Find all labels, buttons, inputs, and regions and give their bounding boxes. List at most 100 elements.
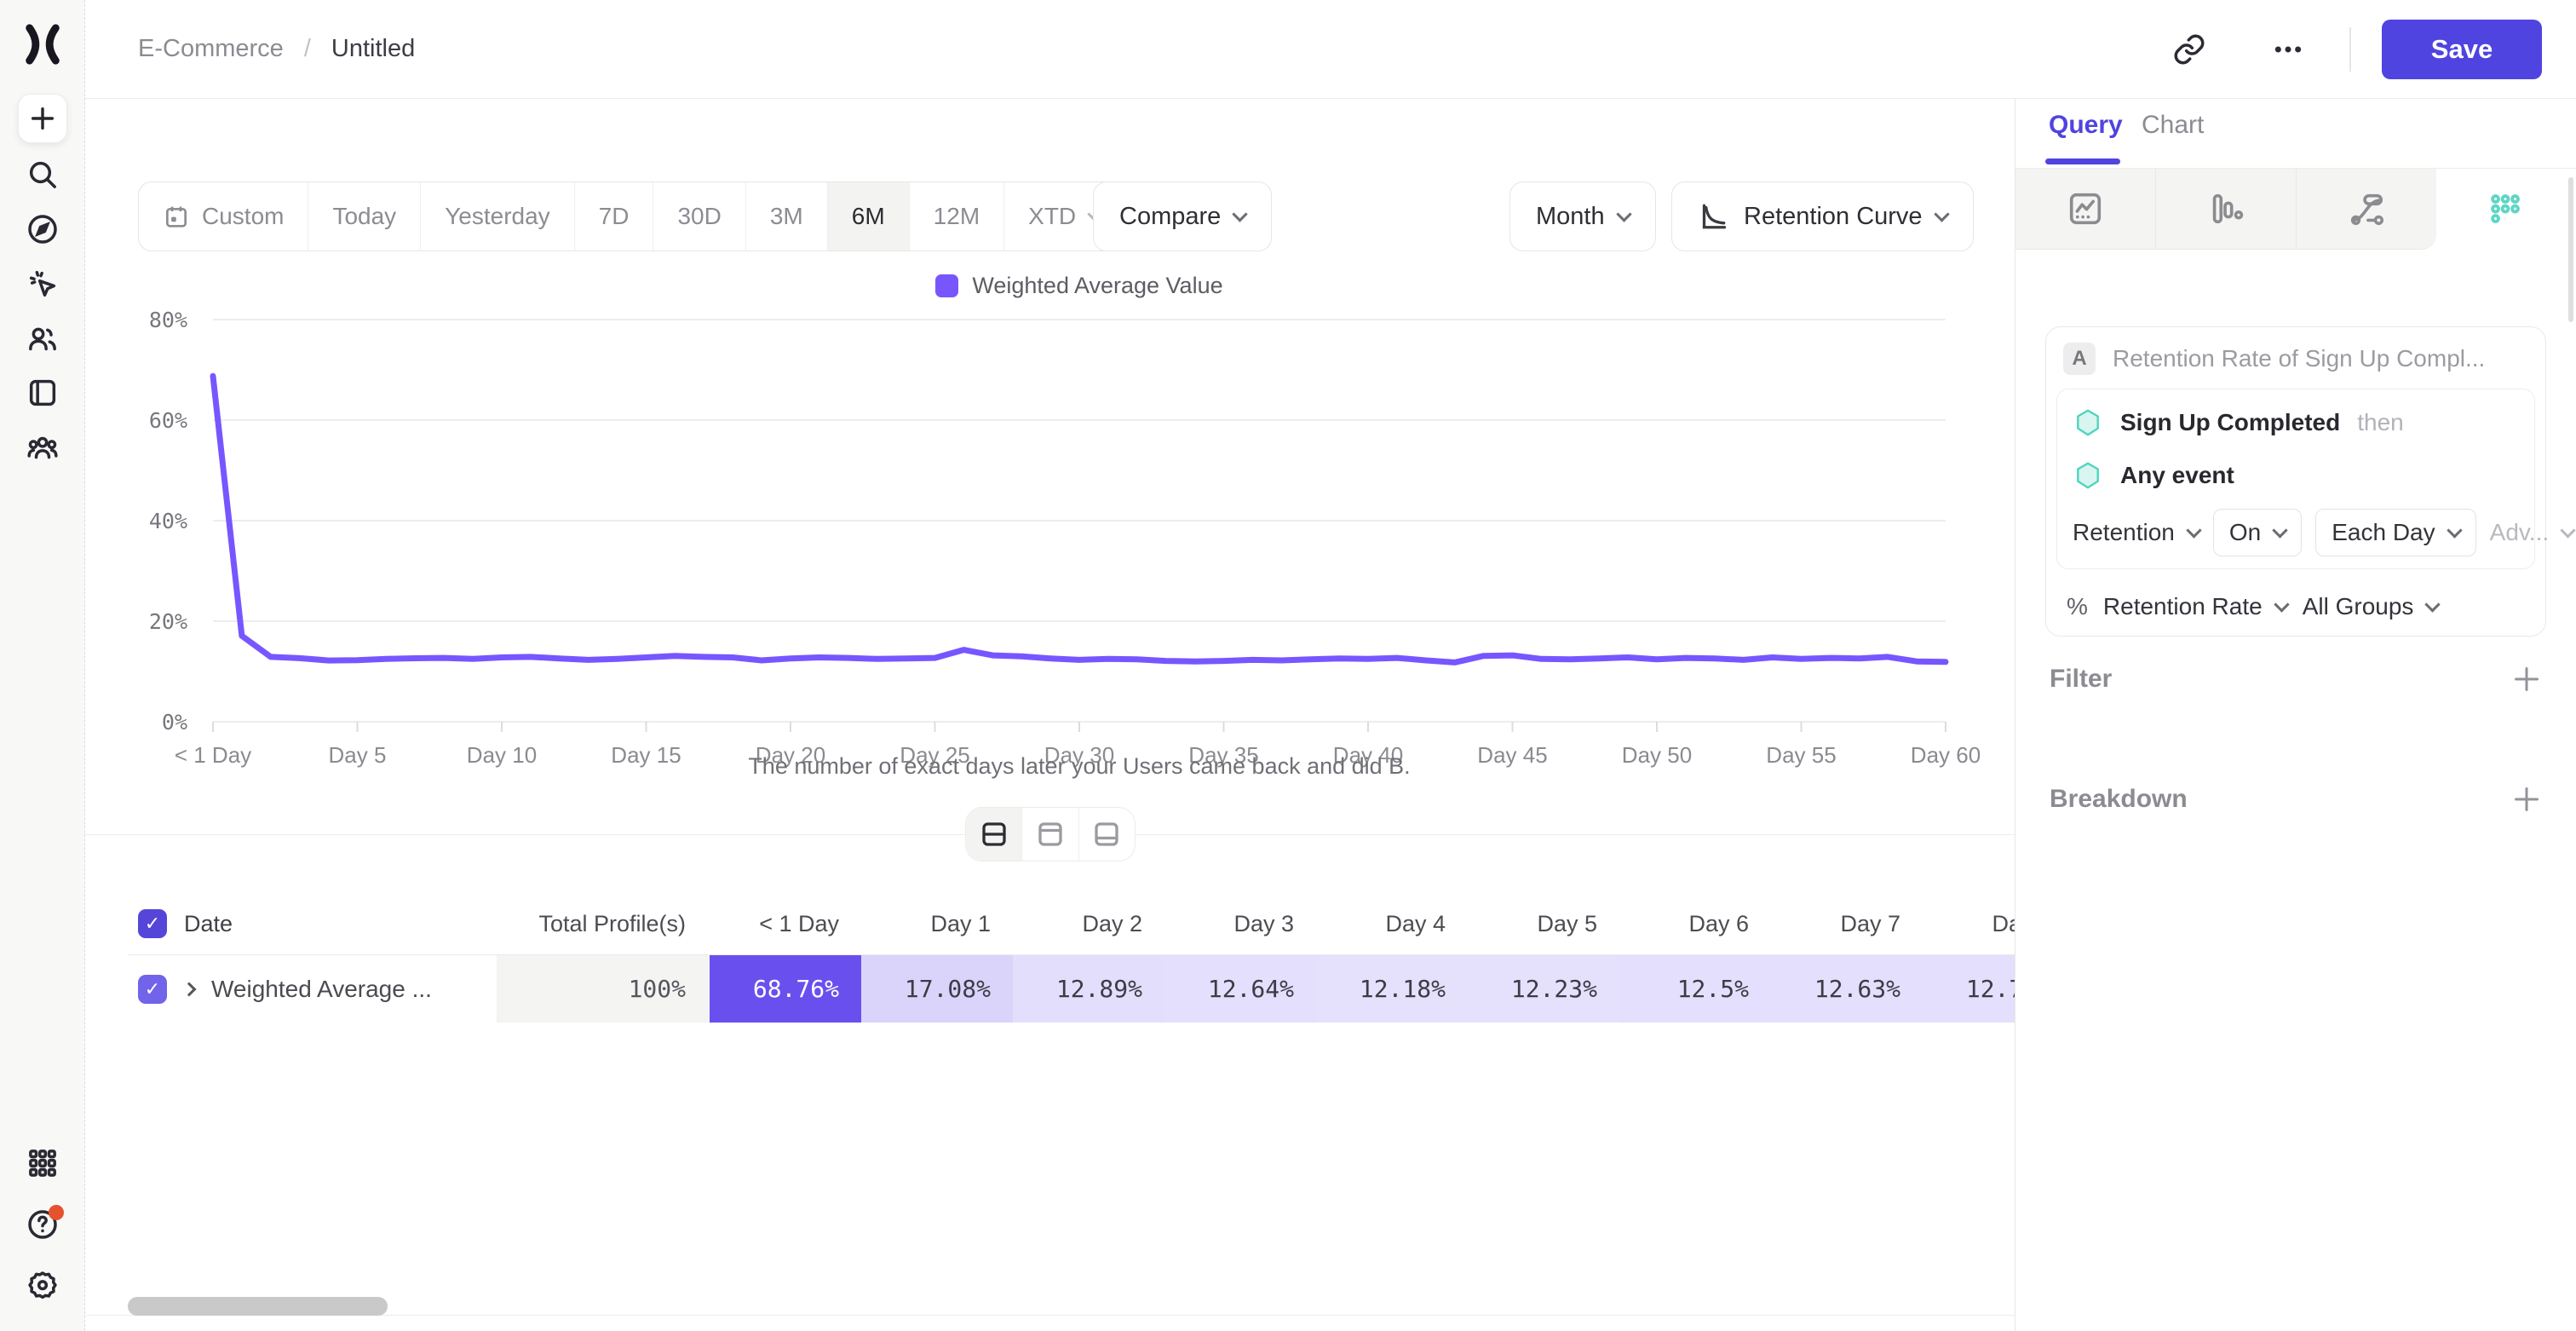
column-header-day-6[interactable]: Day 6 (1688, 910, 1749, 936)
column-header-day-4[interactable]: Day 4 (1385, 910, 1446, 936)
add-filter-button[interactable] (2510, 662, 2544, 696)
column-header-date[interactable]: Date (184, 910, 233, 936)
chevron-down-icon (2446, 521, 2463, 539)
x-tick-label: Day 25 (900, 742, 969, 768)
cell-day-2[interactable]: 12.89% (1013, 955, 1164, 1023)
view-toggle-group (965, 807, 1136, 861)
metric-dropdown[interactable]: Retention Rate (2103, 593, 2290, 620)
on-dropdown[interactable]: On (2212, 509, 2303, 556)
report-type-retention-icon-selected[interactable] (2436, 169, 2576, 250)
cell-day-5[interactable]: 12.23% (1468, 955, 1619, 1023)
row-checkbox[interactable]: ✓ (138, 974, 167, 1004)
breadcrumb-project[interactable]: E-Commerce (138, 35, 284, 62)
chevron-down-icon (2274, 596, 2290, 613)
column-header-day-8[interactable]: Day 8 (1992, 910, 2015, 936)
row-expand-chevron-icon[interactable] (181, 982, 197, 996)
x-tick-label: Day 15 (611, 742, 681, 768)
preset-today[interactable]: Today (308, 182, 422, 251)
column-header-day-7[interactable]: Day 7 (1840, 910, 1900, 936)
retention-mode-dropdown[interactable]: Retention (2073, 519, 2202, 546)
tab-chart[interactable]: Chart (2142, 111, 2205, 139)
boards-icon[interactable] (25, 375, 60, 411)
x-tick-label: Day 20 (756, 742, 825, 768)
more-options-icon[interactable] (2264, 26, 2312, 73)
panel-scrollbar-thumb[interactable] (2568, 177, 2573, 322)
report-type-funnels-icon[interactable] (2156, 169, 2297, 250)
column-header-day-1[interactable]: Day 1 (930, 910, 991, 936)
cell-day-3[interactable]: 12.64% (1164, 955, 1316, 1023)
create-new-button[interactable] (17, 94, 67, 143)
query-series-header[interactable]: A Retention Rate of Sign Up Compl... (2046, 327, 2545, 383)
preset-30d[interactable]: 30D (653, 182, 746, 251)
explore-compass-icon[interactable] (25, 211, 60, 247)
chevron-down-icon (1615, 205, 1632, 222)
report-type-tabs (2015, 169, 2576, 250)
column-header-day-3[interactable]: Day 3 (1233, 910, 1294, 936)
view-split-button[interactable] (966, 808, 1023, 861)
date-range-presets: Custom Today Yesterday 7D 30D 3M 6M 12M … (138, 182, 1126, 251)
column-header-total-profiles[interactable]: Total Profile(s) (538, 910, 686, 936)
chart-legend[interactable]: Weighted Average Value (213, 273, 1946, 299)
help-icon[interactable] (25, 1205, 64, 1242)
report-type-flows-icon[interactable] (2297, 169, 2436, 250)
users-icon[interactable] (25, 320, 60, 356)
view-table-only-button[interactable] (1079, 808, 1135, 861)
chart-type-dropdown[interactable]: Retention Curve (1671, 182, 1974, 251)
plus-icon (31, 107, 54, 130)
x-tick-label: < 1 Day (175, 742, 251, 768)
add-breakdown-button[interactable] (2510, 782, 2544, 816)
x-axis-caption: The number of exact days later your User… (748, 753, 1411, 779)
cell-day-8[interactable]: 12.75% (1923, 955, 2015, 1023)
preset-yesterday[interactable]: Yesterday (421, 182, 575, 251)
settings-gear-icon[interactable] (25, 1268, 60, 1304)
preset-custom[interactable]: Custom (139, 182, 309, 251)
table-row-weighted-average[interactable]: ✓ Weighted Average ... 100% 68.76% 17.08%… (128, 954, 2015, 1023)
report-type-insights-icon[interactable] (2015, 169, 2156, 250)
view-chart-only-button[interactable] (1022, 808, 1079, 861)
tab-query[interactable]: Query (2049, 111, 2123, 139)
cohorts-icon[interactable] (25, 429, 60, 465)
retention-curve-line[interactable] (210, 372, 1949, 666)
compare-button[interactable]: Compare (1093, 182, 1273, 251)
chevron-down-icon (2560, 521, 2576, 539)
preset-3m[interactable]: 3M (746, 182, 828, 251)
save-button[interactable]: Save (2382, 19, 2542, 79)
event-step-first[interactable]: Sign Up Completed then (2073, 396, 2519, 449)
panel-tabs-divider (2015, 168, 2576, 169)
interval-dropdown[interactable]: Each Day (2315, 509, 2476, 556)
column-header-day-2[interactable]: Day 2 (1082, 910, 1142, 936)
advanced-dropdown[interactable]: Adv... (2490, 519, 2576, 546)
preset-7d[interactable]: 7D (575, 182, 654, 251)
x-tick-label: Day 30 (1044, 742, 1114, 768)
horizontal-scrollbar-thumb[interactable] (128, 1297, 388, 1316)
copy-link-icon[interactable] (2165, 26, 2213, 73)
y-tick-label: 60% (149, 408, 187, 433)
mixpanel-logo[interactable] (20, 20, 65, 68)
search-icon[interactable] (25, 157, 60, 193)
cell-day-0[interactable]: 68.76% (710, 955, 861, 1023)
apps-grid-icon[interactable] (25, 1145, 60, 1181)
column-header-day-5[interactable]: Day 5 (1537, 910, 1597, 936)
retention-table: ✓ Date Total Profile(s) < 1 Day Day 1 Day … (128, 893, 2015, 1023)
sidebar-bottom-group (25, 1145, 64, 1331)
preset-6m-selected[interactable]: 6M (827, 182, 910, 251)
cell-day-1[interactable]: 17.08% (861, 955, 1013, 1023)
granularity-dropdown[interactable]: Month (1509, 182, 1656, 251)
select-all-checkbox[interactable]: ✓ (138, 909, 167, 938)
series-badge: A (2063, 343, 2096, 375)
events-cursor-icon[interactable] (25, 266, 60, 302)
event-name: Any event (2120, 462, 2234, 488)
breadcrumb-separator: / (303, 35, 311, 62)
groups-dropdown[interactable]: All Groups (2303, 593, 2441, 620)
event-step-return[interactable]: Any event (2073, 449, 2519, 502)
preset-12m[interactable]: 12M (910, 182, 1005, 251)
cell-total-profiles: 100% (497, 955, 710, 1023)
cell-day-7[interactable]: 12.63% (1771, 955, 1923, 1023)
retention-line-chart[interactable]: 0% 20% 40% 60% 80% < 1 Day Day 5 Day 10 Day 15 Da… (85, 99, 2015, 806)
column-header-day-0[interactable]: < 1 Day (759, 910, 839, 936)
cell-day-4[interactable]: 12.18% (1316, 955, 1468, 1023)
calendar-icon (163, 203, 190, 230)
breadcrumb-report-title[interactable]: Untitled (331, 35, 416, 62)
preset-xtd[interactable]: XTD (1004, 182, 1124, 251)
cell-day-6[interactable]: 12.5% (1619, 955, 1771, 1023)
